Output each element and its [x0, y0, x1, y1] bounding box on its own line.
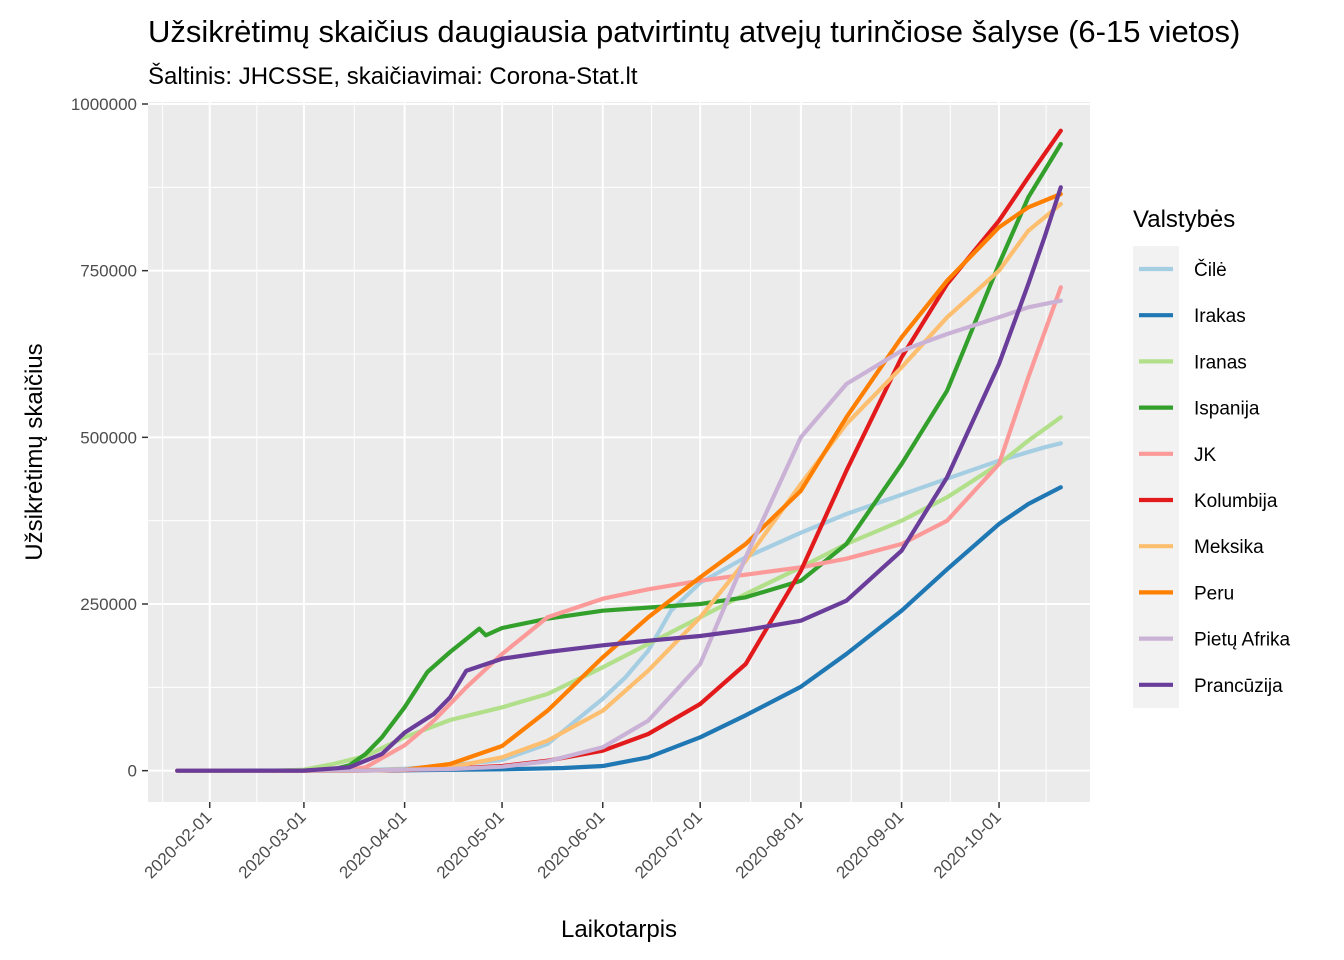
legend-label-2: Irakas [1194, 306, 1246, 327]
x-tick-label: 2020-02-01 [141, 807, 216, 882]
legend-label-1: Čilė [1194, 259, 1227, 281]
x-tick-label: 2020-07-01 [631, 807, 706, 882]
legend-label-10: Prancūzija [1194, 676, 1283, 697]
x-tick-label: 2020-09-01 [832, 807, 907, 882]
y-tick-label: 1000000 [71, 95, 137, 114]
chart-subtitle: Šaltinis: JHCSSE, skaičiavimai: Corona-S… [148, 62, 638, 90]
legend-label-5: JK [1194, 445, 1217, 466]
series-lines [175, 128, 1063, 773]
legend-label-7: Meksika [1194, 537, 1264, 558]
series-line-3 [175, 415, 1063, 773]
x-tick-label: 2020-06-01 [534, 807, 609, 882]
x-tick-label: 2020-08-01 [732, 807, 807, 882]
legend-label-8: Peru [1194, 583, 1234, 604]
legend-items: Čilė Irakas Iranas Ispanija JK Kolumbija Meksi… [1139, 259, 1291, 697]
legend-label-6: Kolumbija [1194, 491, 1278, 512]
legend-label-3: Iranas [1194, 352, 1247, 373]
y-axis: 0 250000 500000 750000 1000000 [71, 95, 148, 781]
y-tick-label: 500000 [80, 428, 137, 447]
y-tick-label: 250000 [80, 595, 137, 614]
legend-label-4: Ispanija [1194, 399, 1260, 420]
series-line-4 [175, 141, 1063, 773]
series-line-9 [175, 298, 1063, 773]
x-axis-title: Laikotarpis [561, 916, 677, 943]
legend-key-background [1133, 246, 1179, 708]
x-tick-label: 2020-04-01 [336, 807, 411, 882]
y-tick-label: 750000 [80, 262, 137, 281]
x-tick-label: 2020-05-01 [433, 807, 508, 882]
x-axis: 2020-02-01 2020-03-01 2020-04-01 2020-05-01… [141, 802, 1005, 882]
x-tick-label: 2020-03-01 [235, 807, 310, 882]
series-line-5 [175, 285, 1063, 773]
chart-title: Užsikrėtimų skaičius daugiausia patvirti… [148, 14, 1240, 49]
legend-label-9: Pietų Afrika [1194, 630, 1291, 651]
legend: Valstybės Čilė Irakas Iranas Ispanija JK Kolu… [1133, 206, 1291, 708]
series-line-10 [175, 185, 1063, 773]
y-axis-title: Užsikrėtimų skaičius [21, 343, 48, 560]
x-tick-label: 2020-10-01 [930, 807, 1005, 882]
legend-title: Valstybės [1133, 206, 1235, 233]
grid-minor [148, 102, 1090, 802]
y-tick-label: 0 [128, 762, 137, 781]
